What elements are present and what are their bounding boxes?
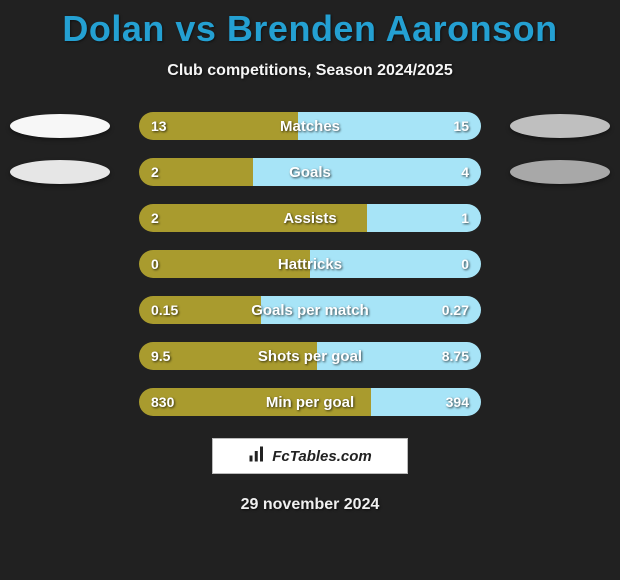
stat-bar: Assists21 bbox=[139, 204, 481, 232]
stat-bar-left-segment bbox=[139, 158, 253, 186]
stat-bar-left-segment bbox=[139, 204, 367, 232]
stat-bar: Goals per match0.150.27 bbox=[139, 296, 481, 324]
stat-bar: Min per goal830394 bbox=[139, 388, 481, 416]
comparison-row: Goals24 bbox=[0, 158, 620, 186]
stat-bar-right-segment bbox=[367, 204, 481, 232]
stat-bar: Goals24 bbox=[139, 158, 481, 186]
bars-icon bbox=[248, 445, 266, 467]
stat-bar-right-segment bbox=[371, 388, 481, 416]
stat-bar: Hattricks00 bbox=[139, 250, 481, 278]
comparison-row: Matches1315 bbox=[0, 112, 620, 140]
stat-bar: Shots per goal9.58.75 bbox=[139, 342, 481, 370]
comparison-row: Goals per match0.150.27 bbox=[0, 296, 620, 324]
player-ellipse-left bbox=[10, 160, 110, 184]
stat-bar-left-segment bbox=[139, 296, 261, 324]
stat-bar-right-segment bbox=[261, 296, 481, 324]
comparison-title: Dolan vs Brenden Aaronson bbox=[0, 0, 620, 50]
stat-bar-left-segment bbox=[139, 342, 317, 370]
player-ellipse-left bbox=[10, 114, 110, 138]
stat-bar-left-segment bbox=[139, 388, 371, 416]
comparison-row: Shots per goal9.58.75 bbox=[0, 342, 620, 370]
comparison-row: Hattricks00 bbox=[0, 250, 620, 278]
comparison-bars-container: Matches1315 Goals24 Assists21 Hattricks00 Go… bbox=[0, 112, 620, 416]
stat-bar-right-segment bbox=[298, 112, 481, 140]
stat-bar-left-segment bbox=[139, 250, 310, 278]
logo-text: FcTables.com bbox=[272, 448, 371, 465]
stat-bar-right-segment bbox=[317, 342, 481, 370]
stat-bar: Matches1315 bbox=[139, 112, 481, 140]
stat-bar-right-segment bbox=[310, 250, 481, 278]
footer-date: 29 november 2024 bbox=[0, 496, 620, 514]
stat-bar-right-segment bbox=[253, 158, 481, 186]
comparison-row: Min per goal830394 bbox=[0, 388, 620, 416]
stat-bar-left-segment bbox=[139, 112, 298, 140]
player-ellipse-right bbox=[510, 160, 610, 184]
comparison-subtitle: Club competitions, Season 2024/2025 bbox=[0, 62, 620, 80]
player-ellipse-right bbox=[510, 114, 610, 138]
fctables-logo: FcTables.com bbox=[212, 438, 408, 474]
comparison-row: Assists21 bbox=[0, 204, 620, 232]
